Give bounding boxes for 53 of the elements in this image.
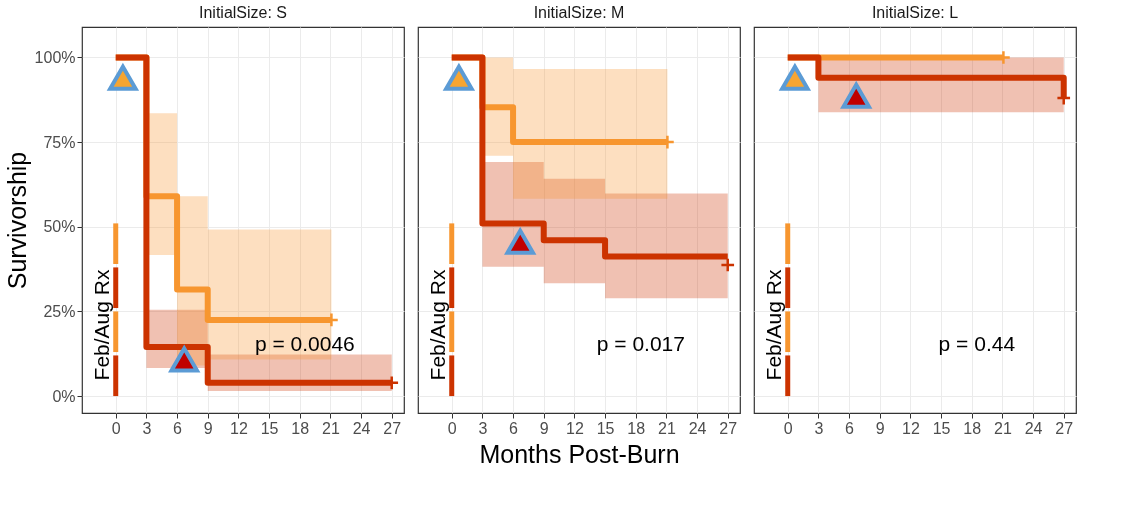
x-tick-label: 12 [902, 419, 920, 437]
x-tick-label: 12 [230, 419, 248, 437]
y-tick-label: 0% [52, 387, 76, 405]
x-tick-label: 21 [322, 419, 340, 437]
point [778, 62, 811, 91]
point [840, 80, 873, 109]
chart-title: InitialSize: M [533, 4, 625, 21]
y-tick-label: 100% [34, 48, 76, 66]
x-tick-label: 18 [627, 419, 646, 437]
point [169, 346, 199, 373]
x-tick-label: 21 [658, 419, 676, 437]
x-tick-label: 15 [260, 419, 279, 437]
x-tick-label: 0 [447, 419, 457, 437]
annotation: p = 0.017 [596, 332, 685, 356]
x-tick-label: 3 [142, 419, 152, 437]
x-tick-label: 24 [352, 419, 371, 437]
annotation: p = 0.0046 [254, 332, 355, 356]
y-tick-label: 75% [43, 133, 76, 151]
x-tick-label: 0 [111, 419, 121, 437]
x-tick-label: 9 [539, 419, 549, 437]
x-tick-label: 3 [814, 419, 824, 437]
point [720, 257, 736, 273]
x-tick-label: 9 [203, 419, 213, 437]
x-tick-label: 21 [994, 419, 1012, 437]
chart-title: InitialSize: L [871, 4, 959, 21]
y-axis-title: Survivorship [2, 151, 31, 290]
x-tick-label: 9 [875, 419, 885, 437]
x-tick-label: 15 [932, 419, 951, 437]
x-tick-label: 12 [566, 419, 584, 437]
x-tick-label: 27 [383, 419, 402, 437]
x-tick-label: 3 [478, 419, 488, 437]
x-tick-label: 6 [173, 419, 183, 437]
point [106, 62, 139, 91]
x-tick-label: 6 [509, 419, 519, 437]
x-tick-label: 27 [1055, 419, 1074, 437]
chart-title: InitialSize: S [198, 4, 288, 21]
x-tick-label: 15 [596, 419, 615, 437]
x-tick-label: 18 [291, 419, 310, 437]
x-axis-title: Months Post-Burn [479, 439, 680, 468]
annotation: Feb/Aug Rx [426, 269, 450, 381]
y-tick-label: 50% [43, 218, 76, 236]
annotation: Feb/Aug Rx [90, 269, 114, 381]
x-tick-label: 18 [963, 419, 982, 437]
annotation: Feb/Aug Rx [762, 269, 786, 381]
x-tick-label: 27 [719, 419, 738, 437]
point [442, 62, 475, 91]
x-tick-label: 24 [688, 419, 707, 437]
annotation: p = 0.44 [938, 332, 1016, 356]
y-tick-label: 25% [43, 302, 76, 320]
point [505, 228, 535, 255]
x-tick-label: 0 [783, 419, 793, 437]
x-tick-label: 24 [1024, 419, 1043, 437]
x-tick-label: 6 [845, 419, 855, 437]
